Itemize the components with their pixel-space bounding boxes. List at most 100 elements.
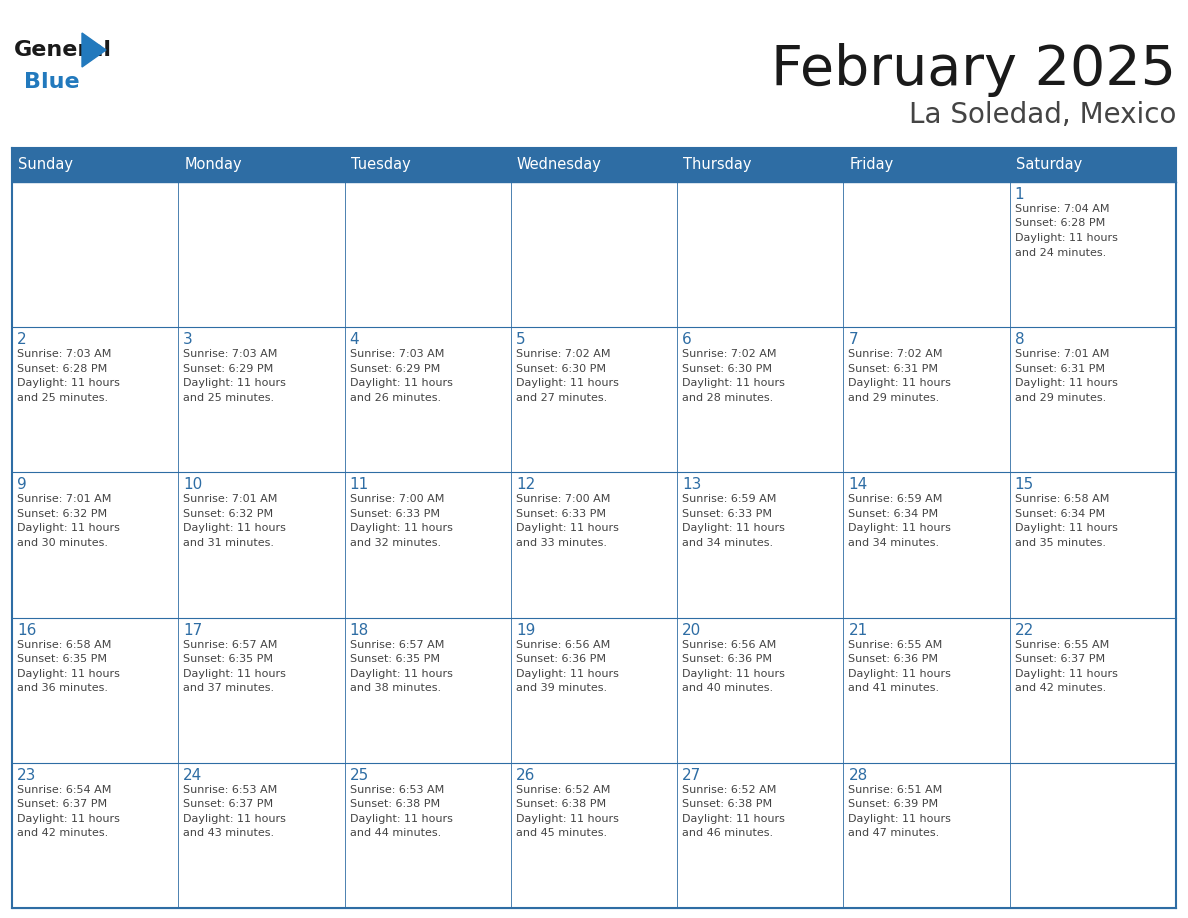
- Bar: [1010, 618, 1176, 763]
- Text: Sunrise: 6:52 AM: Sunrise: 6:52 AM: [682, 785, 777, 795]
- Text: Sunrise: 7:02 AM: Sunrise: 7:02 AM: [682, 349, 777, 359]
- Text: Sunrise: 7:01 AM: Sunrise: 7:01 AM: [183, 495, 278, 504]
- Text: Sunset: 6:37 PM: Sunset: 6:37 PM: [183, 800, 273, 810]
- Bar: [345, 618, 511, 763]
- Text: Sunset: 6:30 PM: Sunset: 6:30 PM: [516, 364, 606, 374]
- Text: Sunset: 6:28 PM: Sunset: 6:28 PM: [1015, 218, 1105, 229]
- Text: and 45 minutes.: and 45 minutes.: [516, 828, 607, 838]
- Bar: [345, 182, 511, 327]
- Text: and 36 minutes.: and 36 minutes.: [17, 683, 108, 693]
- Text: Blue: Blue: [24, 72, 80, 92]
- Text: and 25 minutes.: and 25 minutes.: [17, 393, 108, 403]
- Text: Sunset: 6:35 PM: Sunset: 6:35 PM: [17, 655, 107, 664]
- Text: Sunset: 6:38 PM: Sunset: 6:38 PM: [682, 800, 772, 810]
- Text: Sunset: 6:33 PM: Sunset: 6:33 PM: [516, 509, 606, 519]
- Text: Daylight: 11 hours: Daylight: 11 hours: [682, 523, 785, 533]
- Text: Daylight: 11 hours: Daylight: 11 hours: [682, 668, 785, 678]
- Text: 3: 3: [183, 332, 192, 347]
- Text: Daylight: 11 hours: Daylight: 11 hours: [682, 378, 785, 388]
- Bar: [345, 763, 511, 908]
- Text: Sunrise: 6:57 AM: Sunrise: 6:57 AM: [349, 640, 444, 650]
- Text: and 34 minutes.: and 34 minutes.: [848, 538, 940, 548]
- Text: Thursday: Thursday: [683, 158, 752, 173]
- Text: 13: 13: [682, 477, 702, 492]
- Text: 10: 10: [183, 477, 202, 492]
- Text: 15: 15: [1015, 477, 1034, 492]
- Text: 5: 5: [516, 332, 525, 347]
- Text: Sunset: 6:29 PM: Sunset: 6:29 PM: [183, 364, 273, 374]
- Text: 19: 19: [516, 622, 536, 638]
- Text: Saturday: Saturday: [1016, 158, 1082, 173]
- Text: and 47 minutes.: and 47 minutes.: [848, 828, 940, 838]
- Text: and 40 minutes.: and 40 minutes.: [682, 683, 773, 693]
- Text: Sunset: 6:28 PM: Sunset: 6:28 PM: [17, 364, 107, 374]
- Text: Daylight: 11 hours: Daylight: 11 hours: [1015, 668, 1118, 678]
- Bar: [12, 182, 178, 327]
- Text: 2: 2: [17, 332, 26, 347]
- Text: Daylight: 11 hours: Daylight: 11 hours: [349, 668, 453, 678]
- Text: Sunset: 6:33 PM: Sunset: 6:33 PM: [349, 509, 440, 519]
- Text: 24: 24: [183, 767, 202, 783]
- Text: Sunrise: 6:51 AM: Sunrise: 6:51 AM: [848, 785, 943, 795]
- Bar: [843, 473, 1010, 618]
- Text: Daylight: 11 hours: Daylight: 11 hours: [516, 668, 619, 678]
- Text: Friday: Friday: [849, 158, 893, 173]
- Bar: [677, 182, 843, 327]
- Text: Sunset: 6:34 PM: Sunset: 6:34 PM: [1015, 509, 1105, 519]
- Bar: [178, 182, 345, 327]
- Text: Daylight: 11 hours: Daylight: 11 hours: [183, 378, 286, 388]
- Text: General: General: [14, 40, 112, 60]
- Text: Sunday: Sunday: [18, 158, 72, 173]
- Text: Sunset: 6:35 PM: Sunset: 6:35 PM: [349, 655, 440, 664]
- Bar: [178, 618, 345, 763]
- Text: Sunrise: 6:52 AM: Sunrise: 6:52 AM: [516, 785, 611, 795]
- Text: Sunrise: 6:58 AM: Sunrise: 6:58 AM: [1015, 495, 1110, 504]
- Text: Sunset: 6:30 PM: Sunset: 6:30 PM: [682, 364, 772, 374]
- Text: and 39 minutes.: and 39 minutes.: [516, 683, 607, 693]
- Text: Sunrise: 6:57 AM: Sunrise: 6:57 AM: [183, 640, 278, 650]
- Bar: [511, 182, 677, 327]
- Text: Sunset: 6:36 PM: Sunset: 6:36 PM: [848, 655, 939, 664]
- Text: and 44 minutes.: and 44 minutes.: [349, 828, 441, 838]
- Text: Sunset: 6:29 PM: Sunset: 6:29 PM: [349, 364, 440, 374]
- Text: 23: 23: [17, 767, 37, 783]
- Bar: [843, 182, 1010, 327]
- Text: 25: 25: [349, 767, 368, 783]
- Text: and 46 minutes.: and 46 minutes.: [682, 828, 773, 838]
- Bar: [843, 763, 1010, 908]
- Text: 14: 14: [848, 477, 867, 492]
- Text: La Soledad, Mexico: La Soledad, Mexico: [909, 101, 1176, 129]
- Text: and 33 minutes.: and 33 minutes.: [516, 538, 607, 548]
- Text: Daylight: 11 hours: Daylight: 11 hours: [17, 813, 120, 823]
- Text: Daylight: 11 hours: Daylight: 11 hours: [516, 378, 619, 388]
- Text: 11: 11: [349, 477, 368, 492]
- Text: Sunrise: 7:01 AM: Sunrise: 7:01 AM: [1015, 349, 1110, 359]
- Text: Sunset: 6:35 PM: Sunset: 6:35 PM: [183, 655, 273, 664]
- Bar: [12, 327, 178, 473]
- Bar: [677, 473, 843, 618]
- Text: 28: 28: [848, 767, 867, 783]
- Text: 6: 6: [682, 332, 691, 347]
- Text: and 32 minutes.: and 32 minutes.: [349, 538, 441, 548]
- Text: Sunset: 6:39 PM: Sunset: 6:39 PM: [848, 800, 939, 810]
- Text: and 27 minutes.: and 27 minutes.: [516, 393, 607, 403]
- Text: and 25 minutes.: and 25 minutes.: [183, 393, 274, 403]
- Text: 27: 27: [682, 767, 701, 783]
- Text: and 31 minutes.: and 31 minutes.: [183, 538, 274, 548]
- Text: Sunset: 6:34 PM: Sunset: 6:34 PM: [848, 509, 939, 519]
- Bar: [345, 473, 511, 618]
- Text: Daylight: 11 hours: Daylight: 11 hours: [17, 668, 120, 678]
- Bar: [843, 327, 1010, 473]
- Text: Daylight: 11 hours: Daylight: 11 hours: [848, 378, 952, 388]
- Text: and 37 minutes.: and 37 minutes.: [183, 683, 274, 693]
- Text: Daylight: 11 hours: Daylight: 11 hours: [848, 813, 952, 823]
- Bar: [1010, 473, 1176, 618]
- Text: Sunrise: 7:01 AM: Sunrise: 7:01 AM: [17, 495, 112, 504]
- Text: Sunrise: 7:00 AM: Sunrise: 7:00 AM: [349, 495, 444, 504]
- Text: 20: 20: [682, 622, 701, 638]
- Text: and 41 minutes.: and 41 minutes.: [848, 683, 940, 693]
- Text: Daylight: 11 hours: Daylight: 11 hours: [848, 668, 952, 678]
- Polygon shape: [82, 33, 106, 67]
- Text: Sunrise: 6:56 AM: Sunrise: 6:56 AM: [682, 640, 777, 650]
- Text: and 42 minutes.: and 42 minutes.: [17, 828, 108, 838]
